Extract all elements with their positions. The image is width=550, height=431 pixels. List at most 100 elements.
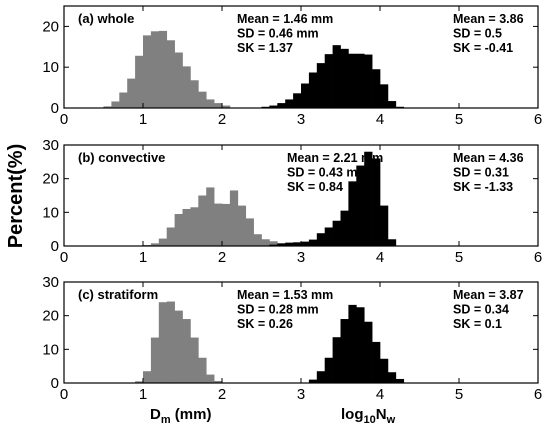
series-nw <box>308 304 405 383</box>
stats-nw-line: SK = -1.33 <box>453 180 513 194</box>
x-axis-label-dm: Dm (mm) <box>150 406 211 426</box>
x-axis-label-nw-sub2: w <box>386 414 396 426</box>
x-axis-label-nw: log10Nw <box>341 406 396 426</box>
y-tick-label: 10 <box>42 204 59 221</box>
y-tick-label: 30 <box>42 137 59 154</box>
bar <box>364 321 373 383</box>
bar <box>340 319 349 383</box>
x-tick-label: 3 <box>297 111 305 128</box>
bar <box>356 307 365 383</box>
bar <box>372 69 381 108</box>
bar <box>269 244 278 246</box>
bar <box>119 92 128 108</box>
y-axis-label: Percent(%) <box>5 144 27 248</box>
bar <box>198 357 207 383</box>
x-tick-label: 1 <box>139 386 147 403</box>
bar <box>277 103 286 108</box>
bar <box>158 238 168 246</box>
x-tick-label: 5 <box>455 249 463 266</box>
bar <box>158 302 168 383</box>
stats-dm-line: SD = 0.28 mm <box>237 303 319 317</box>
x-axis-label-nw-main: log <box>341 406 364 423</box>
stats-dm-line: SK = 0.26 <box>237 317 293 331</box>
bar <box>356 165 365 246</box>
stats-dm-line: SK = 1.37 <box>237 41 293 55</box>
series-dm <box>143 187 286 246</box>
bar <box>380 205 389 246</box>
bar <box>324 357 333 383</box>
stats-nw-line: SD = 0.31 <box>453 166 509 180</box>
bar <box>206 374 215 383</box>
bar <box>285 99 294 108</box>
stats-dm-line: SK = 0.84 <box>287 180 343 194</box>
bar <box>174 214 183 246</box>
x-tick-label: 0 <box>60 111 68 128</box>
x-tick-label: 2 <box>218 249 226 266</box>
bar <box>143 371 152 383</box>
panel-label: (b) convective <box>78 150 165 165</box>
bar <box>198 195 207 246</box>
bar <box>332 337 341 383</box>
bar <box>166 227 175 246</box>
bar <box>143 35 152 108</box>
bar <box>324 227 333 246</box>
series-nw <box>269 151 397 246</box>
x-tick-label: 0 <box>60 386 68 403</box>
bar <box>364 54 373 108</box>
bar <box>182 319 191 383</box>
bar <box>166 40 175 108</box>
y-tick-label: 10 <box>42 341 59 358</box>
bar <box>269 105 278 108</box>
bar <box>301 83 310 108</box>
bar <box>364 151 373 246</box>
stats-nw-line: Mean = 4.36 <box>453 151 524 165</box>
x-tick-label: 2 <box>218 111 226 128</box>
bar <box>316 371 326 383</box>
series-dm <box>135 301 223 383</box>
bar <box>261 106 270 108</box>
stats-nw-line: Mean = 3.87 <box>453 288 524 302</box>
y-tick-label: 0 <box>51 375 59 392</box>
x-tick-label: 4 <box>376 249 384 266</box>
bar <box>293 242 302 246</box>
bar <box>222 203 231 246</box>
bar <box>332 220 341 246</box>
x-tick-label: 1 <box>139 249 147 266</box>
bar <box>135 55 144 108</box>
bar <box>293 93 302 108</box>
bar <box>158 30 168 108</box>
bar <box>356 53 365 108</box>
x-axis-label-nw-sub: 10 <box>364 414 376 426</box>
bar <box>285 242 294 246</box>
bar <box>214 203 223 246</box>
bar <box>387 239 397 246</box>
y-tick-label: 20 <box>42 171 59 188</box>
bar <box>214 103 223 108</box>
panel-2: 0 1 2 3 4 5 6 0 10 20 30 (c) stratiform Mean = 1.53 … <box>42 274 542 403</box>
bar <box>395 106 405 108</box>
bar <box>269 241 278 246</box>
panel-label: (c) stratiform <box>78 287 158 302</box>
bar <box>308 239 318 246</box>
bar <box>387 372 397 383</box>
stats-dm-line: Mean = 1.46 mm <box>237 12 333 26</box>
bar <box>316 63 326 108</box>
bar <box>308 379 318 383</box>
y-tick-label: 10 <box>42 59 59 76</box>
x-tick-label: 2 <box>218 386 226 403</box>
bar <box>166 301 175 383</box>
bar <box>348 181 357 246</box>
panel-1: 0 1 2 3 4 5 6 0 10 20 30 (b) convective Mean = 2.21 … <box>42 137 542 266</box>
bar <box>103 106 112 108</box>
stats-dm-line: SD = 0.43 mm <box>287 166 369 180</box>
x-axis-label-dm-main: D <box>150 406 161 423</box>
y-tick-label: 0 <box>51 238 59 255</box>
bar <box>324 54 333 108</box>
bar <box>395 378 405 383</box>
x-tick-label: 3 <box>297 249 305 266</box>
bar <box>150 337 160 383</box>
bar <box>190 337 199 383</box>
bar <box>348 53 357 108</box>
